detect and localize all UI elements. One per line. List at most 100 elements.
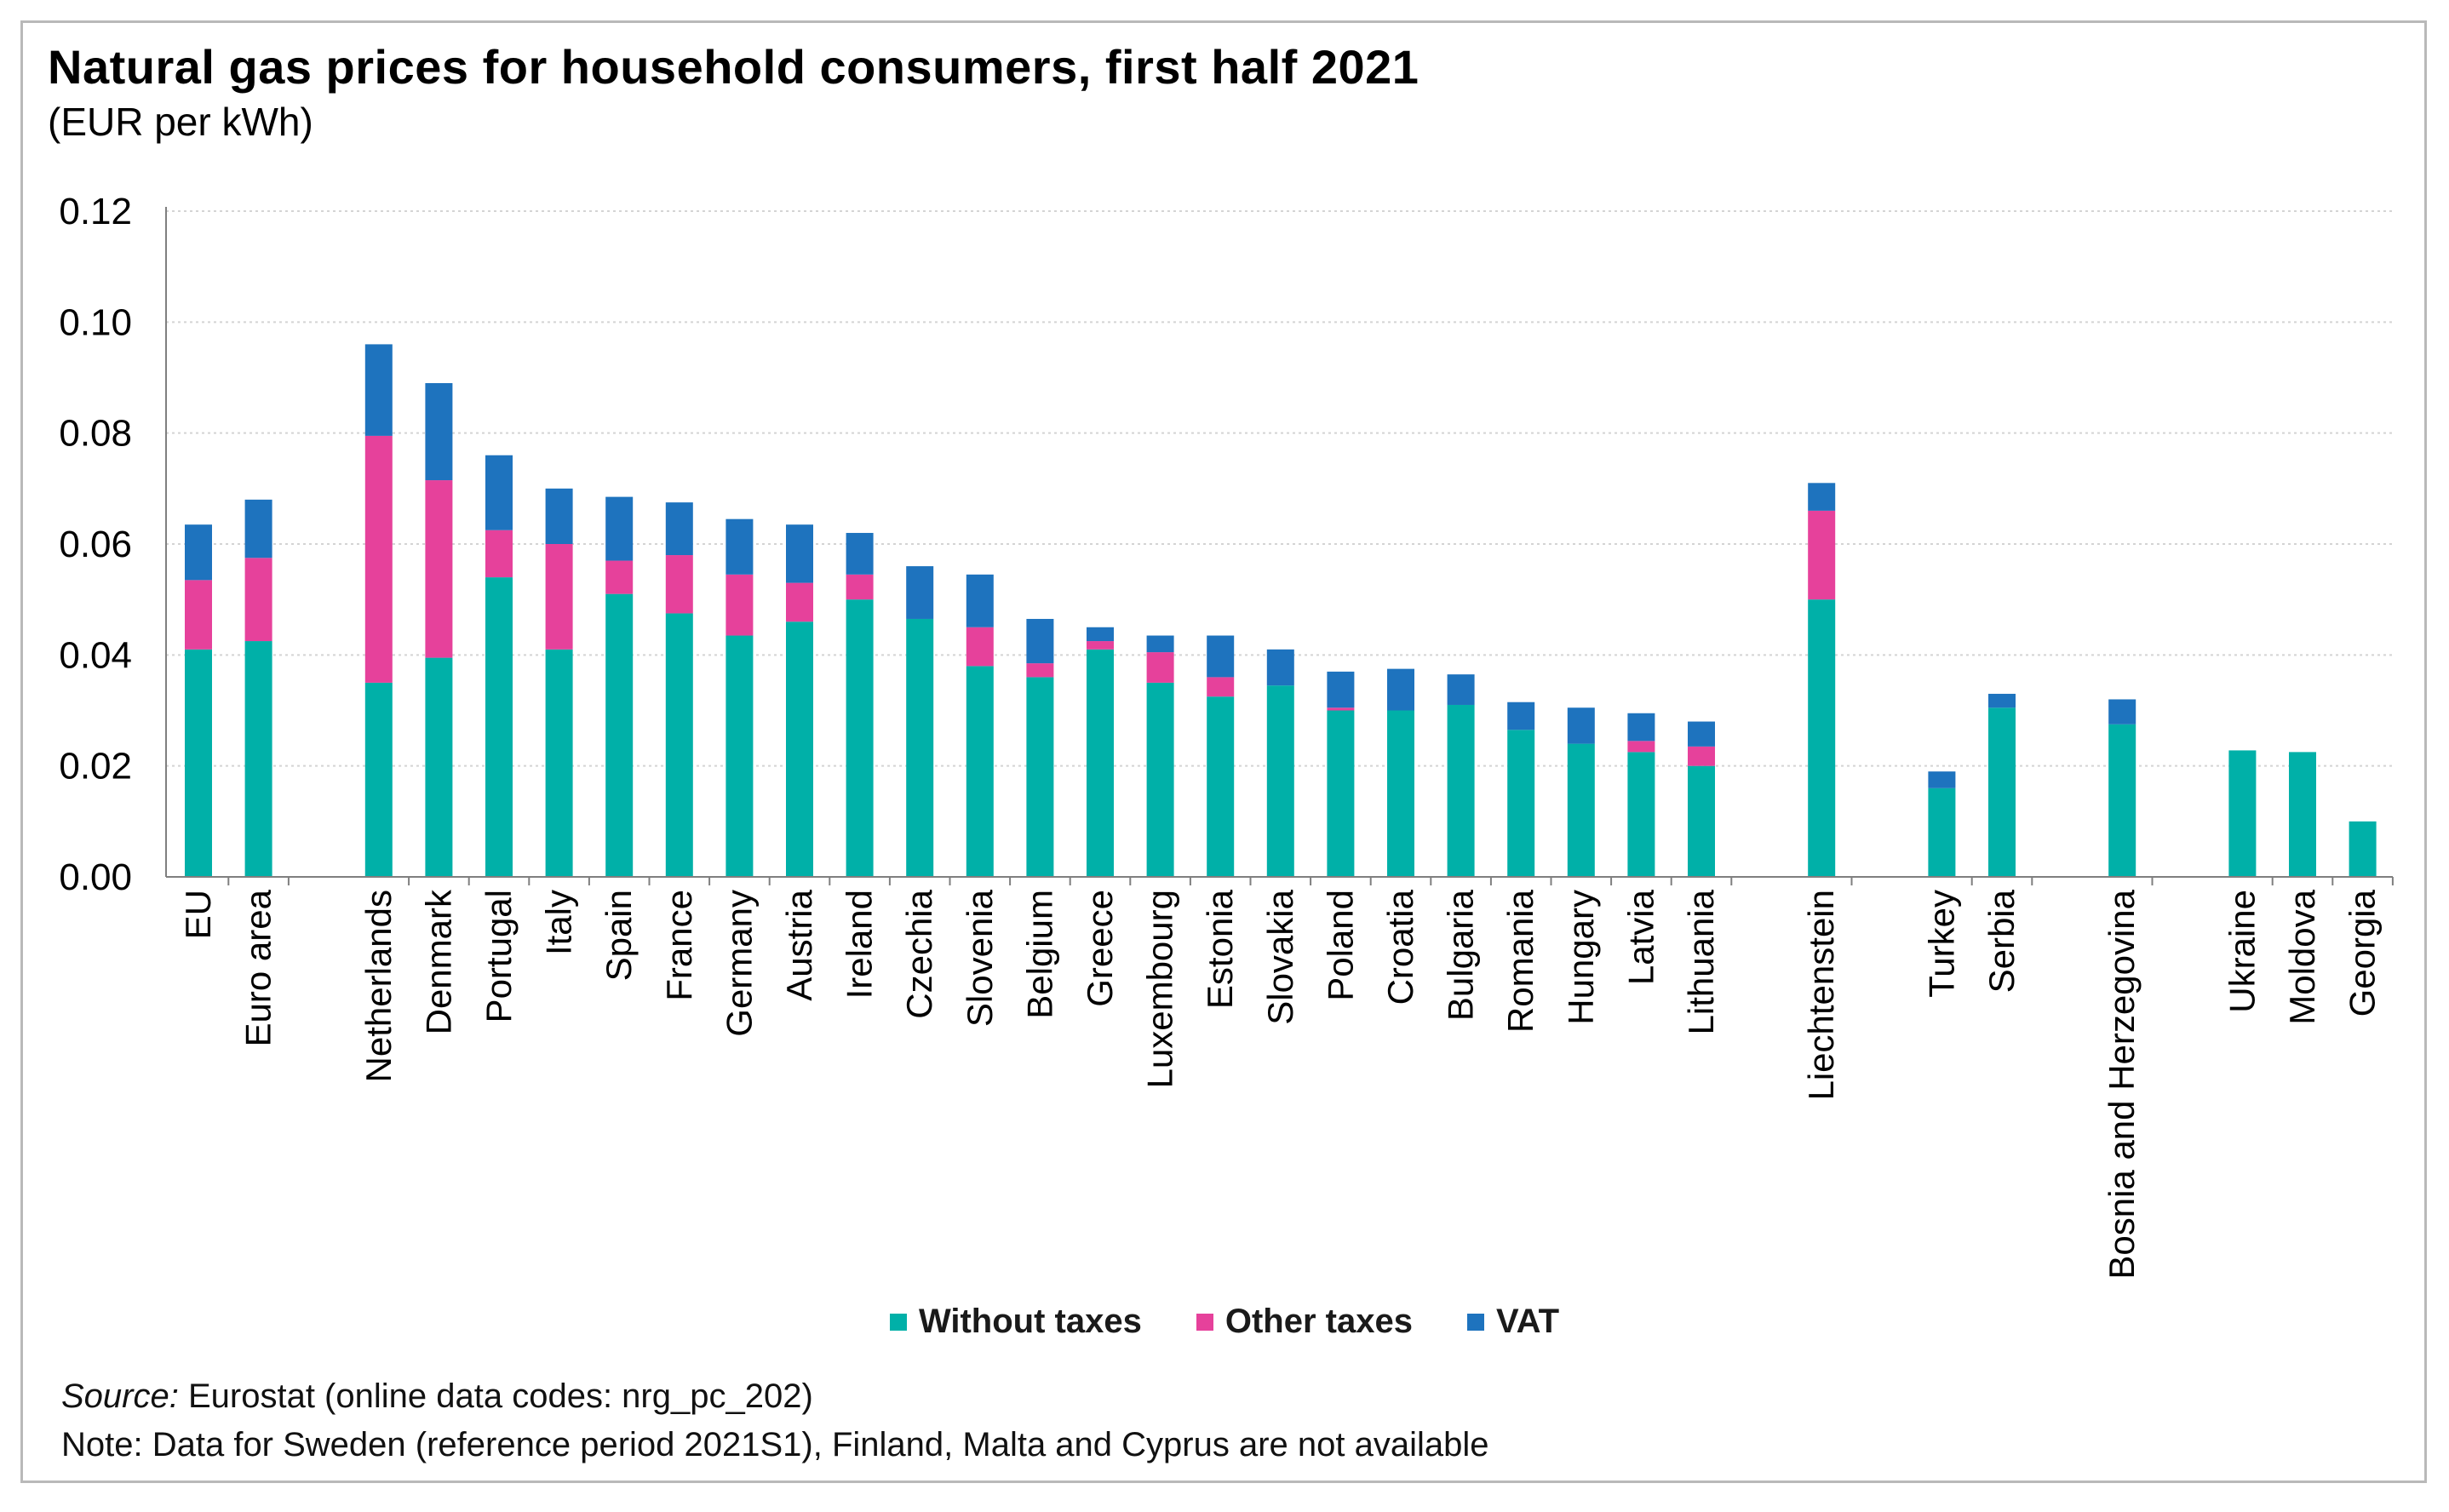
bar-stack-ukraine [2228, 750, 2257, 877]
bar-stack-slovenia [966, 574, 994, 877]
bar-stack-austria [786, 524, 813, 877]
x-tick-label: France [659, 890, 699, 1001]
bar-stack-euro-area [244, 499, 272, 877]
x-tick-label: Denmark [418, 889, 458, 1034]
bar-vat-hungary [1567, 707, 1595, 744]
bar-stack-greece [1087, 627, 1114, 877]
bar-stack-lithuania [1688, 721, 1715, 877]
bar-stack-estonia [1207, 635, 1235, 877]
bar-stack-luxembourg [1146, 635, 1174, 877]
bar-other-taxes-italy [545, 544, 573, 650]
bar-stack-belgium [1026, 618, 1054, 877]
x-tick-label: Austria [779, 889, 819, 1000]
bar-without-taxes-liechtenstein [1808, 599, 1836, 877]
bar-without-taxes-croatia [1387, 710, 1414, 877]
x-tick-label: Romania [1500, 889, 1540, 1033]
bar-vat-serbia [1988, 693, 2016, 708]
x-tick-label: Ukraine [2222, 890, 2262, 1013]
bar-without-taxes-ukraine [2228, 750, 2257, 877]
bar-other-taxes-lithuania [1688, 746, 1715, 766]
x-tick-label: Georgia [2343, 889, 2383, 1017]
x-tick-label: Italy [539, 890, 579, 955]
bar-other-taxes-france [665, 555, 693, 614]
bar-stack-moldova [2289, 752, 2316, 877]
x-tick-label: Germany [719, 890, 759, 1037]
bar-vat-czechia [906, 566, 934, 619]
bar-without-taxes-slovakia [1266, 685, 1294, 877]
bar-vat-romania [1507, 702, 1535, 730]
bar-other-taxes-euro-area [244, 558, 272, 642]
axes [165, 207, 2394, 885]
x-tick-label: Moldova [2282, 889, 2322, 1024]
bar-stack-croatia [1387, 668, 1414, 877]
bar-without-taxes-portugal [485, 577, 513, 877]
bar-other-taxes-estonia [1207, 677, 1235, 697]
x-tick-label: Czechia [899, 889, 939, 1018]
bar-stack-bulgaria [1447, 674, 1475, 877]
bar-without-taxes-belgium [1026, 677, 1054, 877]
legend-item-other-taxes: Other taxes [1196, 1303, 1413, 1341]
x-tick-label: Slovenia [960, 889, 1000, 1027]
bar-without-taxes-romania [1507, 730, 1535, 877]
bar-vat-bosnia-and-herzegovina [2108, 699, 2136, 724]
bar-other-taxes-luxembourg [1146, 652, 1174, 683]
bar-without-taxes-austria [786, 621, 813, 877]
bar-without-taxes-italy [545, 649, 573, 877]
bar-stack-hungary [1567, 707, 1595, 877]
x-tick-label: Ireland [840, 890, 880, 999]
bar-without-taxes-netherlands [364, 682, 393, 877]
bar-vat-croatia [1387, 668, 1414, 711]
y-tick-label: 0.10 [59, 301, 132, 343]
bar-stack-netherlands [364, 344, 393, 877]
bar-vat-poland [1327, 671, 1355, 708]
chart-title: Natural gas prices for household consume… [48, 40, 1420, 94]
bar-other-taxes-poland [1327, 707, 1355, 711]
x-tick-label: Lithuania [1681, 889, 1721, 1034]
bar-vat-bulgaria [1447, 674, 1475, 705]
bar-vat-germany [726, 518, 754, 575]
bar-other-taxes-germany [726, 574, 754, 636]
bar-without-taxes-euro-area [244, 641, 272, 877]
bar-other-taxes-denmark [425, 480, 453, 658]
bar-without-taxes-moldova [2289, 752, 2316, 877]
x-tick-label: Euro area [238, 889, 278, 1046]
bar-vat-turkey [1928, 771, 1956, 788]
legend-item-without-taxes: Without taxes [889, 1303, 1142, 1341]
y-tick-label: 0.02 [59, 746, 132, 788]
bar-without-taxes-france [665, 613, 693, 877]
legend-label-without-taxes: Without taxes [918, 1303, 1142, 1340]
bar-without-taxes-luxembourg [1146, 682, 1174, 877]
legend-swatch-without-taxes [889, 1313, 907, 1331]
bar-vat-netherlands [364, 344, 393, 436]
bar-without-taxes-bosnia-and-herzegovina [2108, 724, 2136, 877]
x-tick-label: Croatia [1380, 889, 1420, 1005]
bar-without-taxes-eu [185, 649, 212, 877]
source-label: Source: [61, 1377, 179, 1415]
bar-without-taxes-latvia [1627, 752, 1655, 877]
bar-stack-slovakia [1266, 649, 1294, 877]
x-tick-label: Hungary [1561, 890, 1601, 1025]
bar-stack-bosnia-and-herzegovina [2108, 699, 2136, 877]
bar-stack-poland [1327, 671, 1355, 877]
bar-other-taxes-eu [185, 580, 212, 650]
x-tick-label: Turkey [1921, 890, 1961, 998]
bar-without-taxes-estonia [1207, 696, 1235, 877]
bar-without-taxes-spain [605, 593, 634, 877]
y-tick-label: 0.04 [59, 634, 132, 676]
x-tick-label: Belgium [1019, 890, 1059, 1019]
bar-without-taxes-greece [1087, 649, 1114, 877]
stacked-bar-chart: 0.00 0.02 0.04 0.06 0.08 0.10 0.12 EU Euro area… [59, 191, 2394, 1277]
bar-stack-italy [545, 488, 573, 877]
bar-vat-france [665, 502, 693, 556]
bar-other-taxes-ireland [846, 574, 874, 600]
bar-without-taxes-serbia [1988, 707, 2016, 877]
x-tick-label: Netherlands [358, 890, 399, 1082]
chart-subtitle: (EUR per kWh) [48, 100, 313, 144]
bars [185, 344, 2377, 877]
bar-without-taxes-georgia [2349, 821, 2377, 877]
bar-vat-estonia [1207, 635, 1235, 678]
bar-vat-eu [185, 524, 212, 581]
bar-vat-liechtenstein [1808, 483, 1836, 511]
y-tick-label: 0.08 [59, 413, 132, 455]
x-tick-label: Bulgaria [1441, 889, 1481, 1021]
